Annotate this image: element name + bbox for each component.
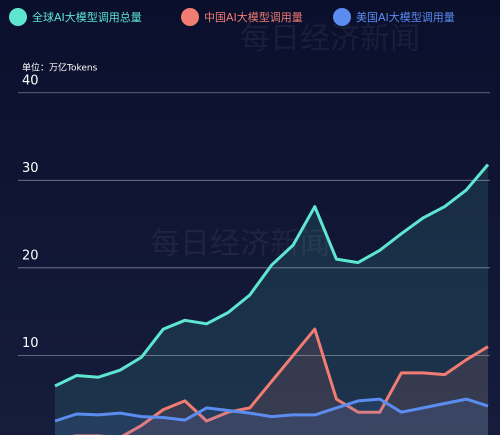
y-tick-label: 20 <box>22 248 39 263</box>
legend-swatch <box>333 8 351 26</box>
watermark: 每日经济新闻 <box>240 22 420 57</box>
y-tick-label: 30 <box>22 161 39 176</box>
line <box>54 397 489 423</box>
legend-label: 美国AI大模型调用量 <box>356 10 455 24</box>
legend-swatch <box>181 8 199 26</box>
unit-label: 单位：万亿Tokens <box>22 62 98 74</box>
area <box>55 164 488 435</box>
legend-label: 全球AI大模型调用总量 <box>32 10 142 24</box>
line <box>54 163 490 388</box>
legend-label: 中国AI大模型调用量 <box>204 10 303 24</box>
legend-swatch <box>9 8 27 26</box>
y-tick-label: 40 <box>22 73 39 88</box>
y-tick-label: 10 <box>22 336 39 351</box>
line <box>71 327 489 435</box>
